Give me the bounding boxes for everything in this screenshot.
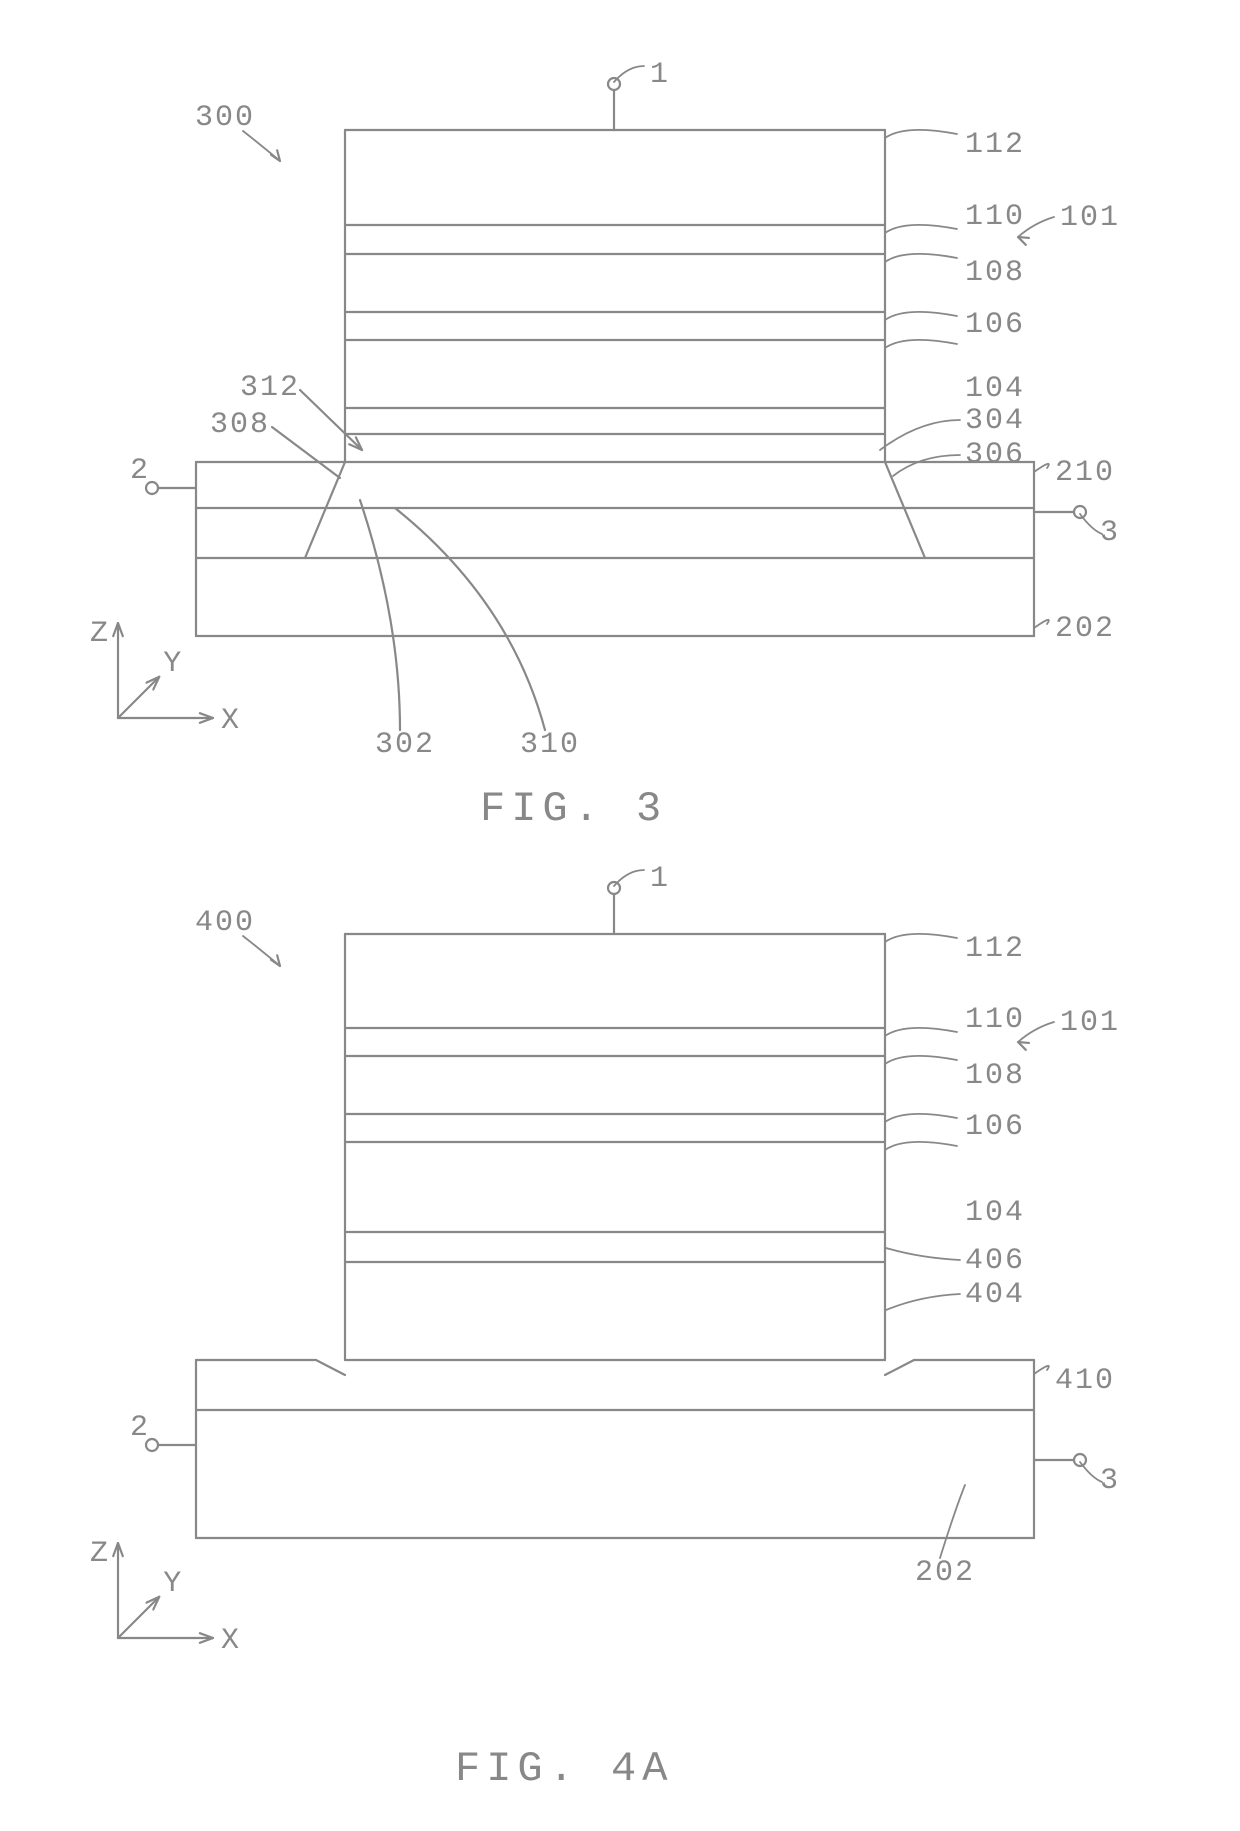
label-text: 101 xyxy=(1060,1006,1120,1040)
label-text: 108 xyxy=(965,1059,1025,1093)
label-text: X xyxy=(221,704,241,738)
label-text: 300 xyxy=(195,101,255,135)
label-text: 112 xyxy=(965,128,1025,162)
label-text: 410 xyxy=(1055,1364,1115,1398)
label-text: 108 xyxy=(965,256,1025,290)
label-text: Y xyxy=(163,1567,183,1601)
label-text: 3 xyxy=(1100,516,1120,550)
label-text: 210 xyxy=(1055,456,1115,490)
label-text: 306 xyxy=(965,438,1025,472)
label-text: 112 xyxy=(965,932,1025,966)
label-text: 406 xyxy=(965,1244,1025,1278)
label-text: X xyxy=(221,1624,241,1658)
label-text: 400 xyxy=(195,906,255,940)
label-text: 310 xyxy=(520,728,580,762)
label-text: 106 xyxy=(965,1110,1025,1144)
label-text: 104 xyxy=(965,372,1025,406)
label-text: 2 xyxy=(130,1411,150,1445)
label-text: 302 xyxy=(375,728,435,762)
label-text: 202 xyxy=(915,1556,975,1590)
label-text: 312 xyxy=(240,371,300,405)
label-text: 101 xyxy=(1060,201,1120,235)
label-text: 1 xyxy=(650,862,670,896)
label-text: 304 xyxy=(965,404,1025,438)
label-text: FIG. 4A xyxy=(455,1745,673,1793)
label-text: 106 xyxy=(965,308,1025,342)
label-text: 2 xyxy=(130,454,150,488)
label-text: 308 xyxy=(210,408,270,442)
label-text: 110 xyxy=(965,200,1025,234)
label-text: Z xyxy=(90,617,110,651)
label-text: 1 xyxy=(650,58,670,92)
label-text: 3 xyxy=(1100,1464,1120,1498)
label-text: 202 xyxy=(1055,612,1115,646)
label-text: 110 xyxy=(965,1003,1025,1037)
label-text: 104 xyxy=(965,1196,1025,1230)
label-text: Y xyxy=(163,647,183,681)
label-text: 404 xyxy=(965,1278,1025,1312)
label-text: FIG. 3 xyxy=(480,785,667,833)
label-text: Z xyxy=(90,1537,110,1571)
